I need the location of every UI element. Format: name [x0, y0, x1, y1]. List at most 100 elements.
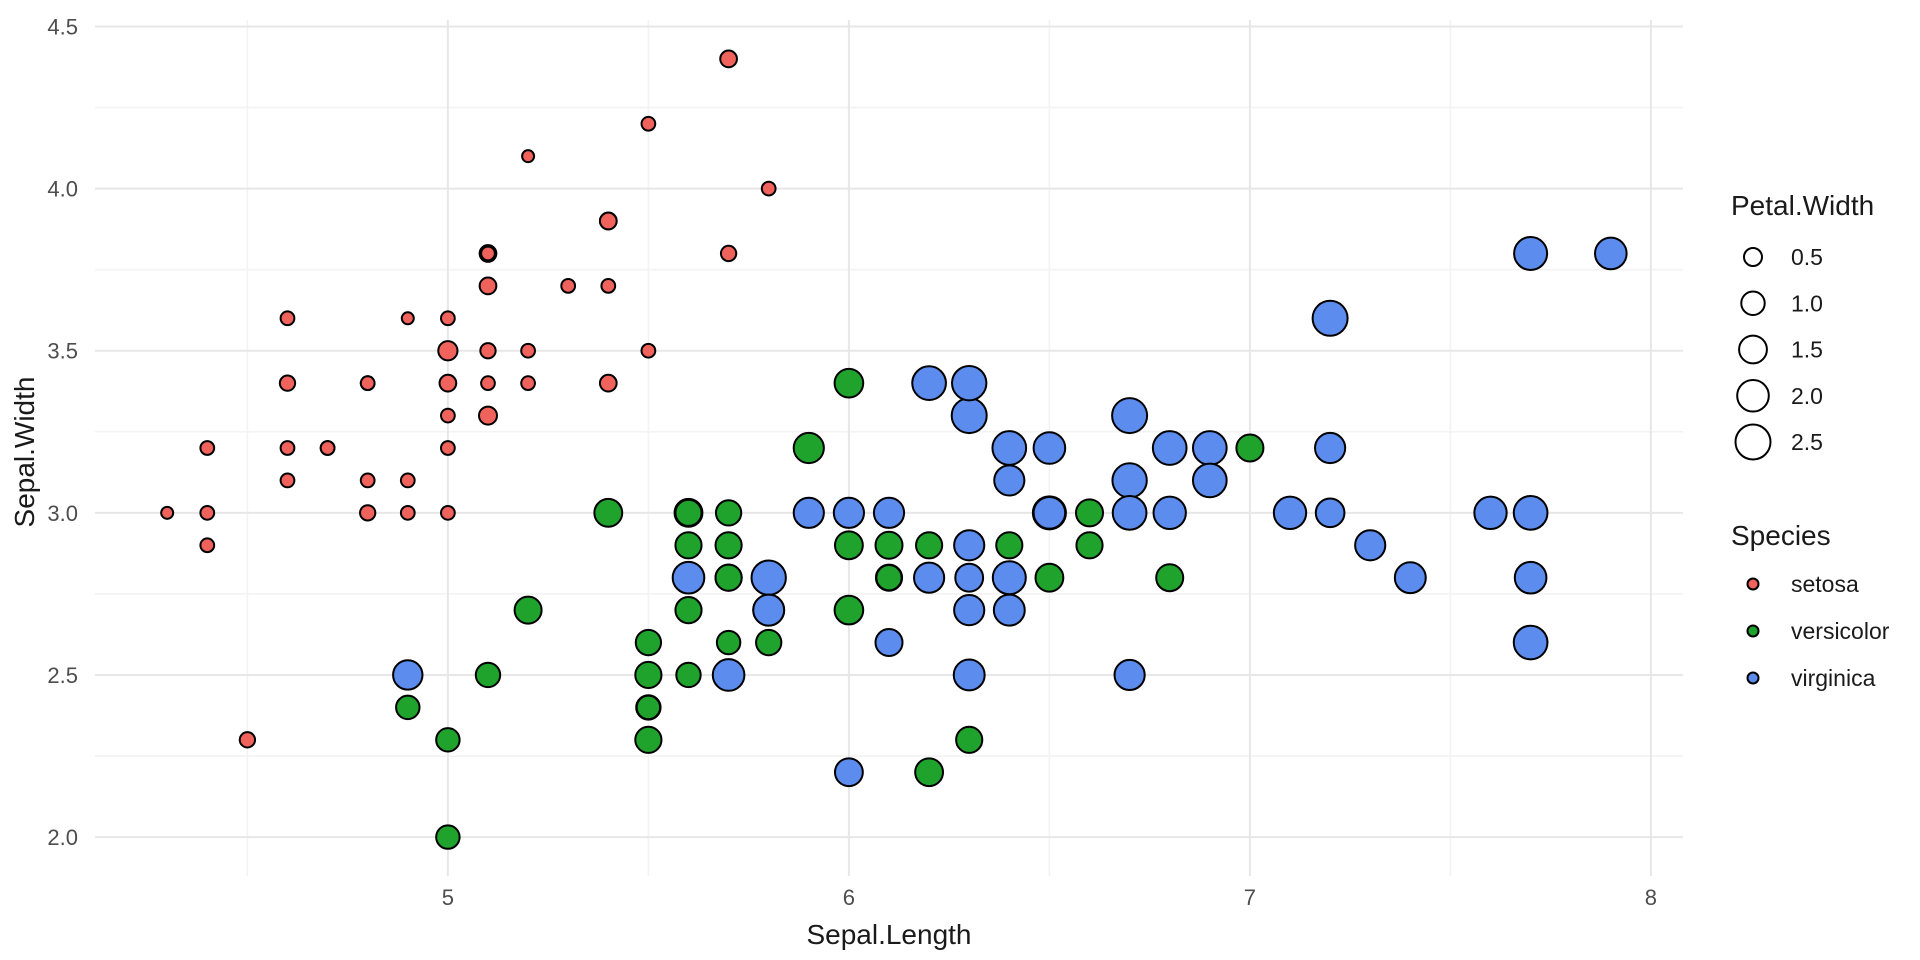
- data-point-virginica: [913, 561, 946, 594]
- data-point-setosa: [440, 407, 456, 424]
- data-point-setosa: [640, 115, 657, 132]
- data-point-versicolor: [792, 431, 825, 465]
- data-point-setosa: [359, 504, 377, 522]
- y-axis: 2.0 2.5 3.0 3.5 4.0 4.5 Sepal.Width: [9, 14, 78, 850]
- color-legend-key-setosa: [1746, 577, 1760, 591]
- data-point-setosa: [279, 440, 296, 456]
- data-point-virginica: [1272, 495, 1308, 531]
- data-point-virginica: [1513, 560, 1548, 595]
- data-point-virginica: [991, 430, 1028, 466]
- data-point-versicolor: [1235, 433, 1265, 463]
- data-point-virginica: [711, 658, 746, 692]
- data-point-versicolor: [715, 629, 742, 656]
- data-point-versicolor: [874, 530, 904, 560]
- data-point-versicolor: [593, 497, 624, 528]
- data-point-setosa: [160, 505, 175, 520]
- color-legend: Species setosa versicolor virginica: [1731, 520, 1890, 691]
- size-legend-key: [1736, 378, 1770, 413]
- data-point-versicolor: [875, 564, 903, 592]
- data-point-setosa: [560, 278, 577, 294]
- data-point-virginica: [1513, 235, 1549, 271]
- data-point-versicolor: [674, 596, 703, 625]
- data-point-virginica: [833, 757, 864, 788]
- data-point-virginica: [872, 496, 906, 529]
- data-point-virginica: [1393, 561, 1427, 595]
- data-point-virginica: [1111, 495, 1148, 531]
- data-point-setosa: [199, 504, 216, 521]
- data-point-virginica: [1314, 431, 1347, 465]
- size-legend-key: [1740, 290, 1766, 316]
- data-point-virginica: [1473, 495, 1508, 531]
- color-legend-label: versicolor: [1791, 618, 1890, 644]
- size-legend-label: 2.0: [1791, 383, 1823, 409]
- data-point-virginica: [950, 397, 988, 435]
- x-tick-label: 7: [1244, 885, 1256, 910]
- data-point-versicolor: [914, 757, 945, 788]
- data-point-virginica: [1354, 529, 1387, 562]
- y-tick-label: 3.5: [47, 339, 78, 364]
- data-point-virginica: [1594, 236, 1628, 271]
- data-point-virginica: [750, 559, 787, 596]
- data-point-virginica: [1191, 430, 1228, 466]
- data-point-virginica: [991, 560, 1027, 596]
- data-point-setosa: [480, 375, 496, 392]
- y-tick-label: 2.5: [47, 663, 78, 688]
- data-point-virginica: [874, 628, 904, 658]
- data-point-setosa: [440, 440, 456, 456]
- y-tick-label: 2.0: [47, 825, 78, 850]
- color-legend-title: Species: [1731, 520, 1831, 551]
- data-point-virginica: [1152, 495, 1187, 531]
- y-tick-label: 3.0: [47, 501, 78, 526]
- data-point-virginica: [954, 562, 985, 593]
- data-point-versicolor: [755, 628, 783, 657]
- y-tick-labels: 2.0 2.5 3.0 3.5 4.0 4.5: [47, 14, 78, 850]
- data-point-virginica: [953, 529, 986, 562]
- color-legend-items: setosa versicolor virginica: [1746, 571, 1890, 691]
- data-point-versicolor: [1075, 531, 1104, 560]
- data-point-versicolor: [513, 595, 543, 625]
- data-point-setosa: [278, 374, 297, 392]
- minor-gridlines: [95, 20, 1683, 876]
- x-axis-title: Sepal.Length: [806, 919, 971, 950]
- data-point-versicolor: [714, 499, 743, 527]
- x-tick-label: 5: [442, 885, 454, 910]
- data-point-setosa: [400, 311, 415, 326]
- data-point-setosa: [319, 440, 336, 456]
- data-point-versicolor: [714, 531, 743, 560]
- data-point-setosa: [719, 49, 738, 69]
- data-point-virginica: [1311, 299, 1349, 337]
- data-point-virginica: [1512, 624, 1549, 661]
- color-legend-key-versicolor: [1746, 624, 1760, 638]
- data-point-virginica: [832, 496, 865, 529]
- data-point-setosa: [477, 405, 498, 426]
- data-point-setosa: [279, 310, 296, 327]
- data-point-virginica: [992, 593, 1026, 627]
- size-legend-label: 1.0: [1791, 290, 1823, 316]
- size-legend-key: [1734, 423, 1772, 461]
- size-legend-items: 0.5 1.0 1.5 2.0 2.5: [1734, 244, 1823, 461]
- data-point-setosa: [238, 731, 257, 749]
- data-point-setosa: [719, 244, 738, 263]
- data-point-virginica: [1113, 658, 1146, 692]
- data-point-virginica: [1512, 495, 1549, 531]
- data-point-setosa: [438, 373, 458, 393]
- data-point-virginica: [392, 659, 424, 691]
- data-point-virginica: [792, 496, 825, 529]
- data-point-versicolor: [714, 563, 743, 592]
- data-point-versicolor: [833, 594, 865, 626]
- size-legend: Petal.Width 0.5 1.0 1.5 2.0 2.5: [1731, 190, 1874, 461]
- data-point-setosa: [520, 375, 536, 392]
- data-point-versicolor: [674, 498, 703, 527]
- data-point-virginica: [1111, 462, 1148, 499]
- data-point-versicolor: [634, 725, 663, 754]
- data-point-versicolor: [833, 530, 864, 561]
- size-legend-key: [1738, 334, 1768, 365]
- size-legend-key: [1742, 246, 1764, 268]
- data-point-versicolor: [1155, 563, 1185, 593]
- data-point-versicolor: [634, 660, 663, 690]
- data-point-setosa: [600, 278, 617, 294]
- data-point-virginica: [1032, 496, 1067, 530]
- data-point-versicolor: [435, 824, 461, 850]
- data-point-setosa: [359, 472, 376, 489]
- data-point-setosa: [399, 472, 416, 489]
